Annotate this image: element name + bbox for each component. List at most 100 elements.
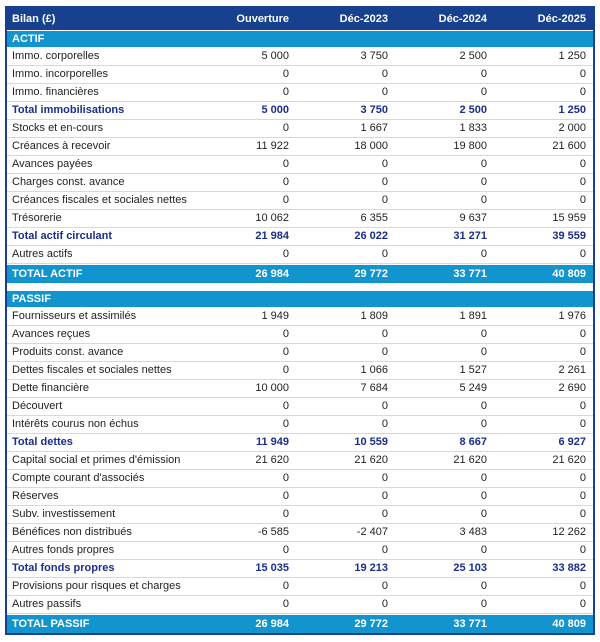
cell-value: 0 xyxy=(381,508,388,520)
table-row: Trésorerie 10 062 6 355 9 637 15 959 xyxy=(7,210,593,228)
cell-value: 0 xyxy=(579,194,586,206)
row-label: Immo. incorporelles xyxy=(12,68,108,80)
cell-value: 0 xyxy=(579,68,586,80)
cell-value: 0 xyxy=(579,508,586,520)
row-label: Avances reçues xyxy=(12,328,91,340)
cell-value: 0 xyxy=(282,68,289,80)
row-label: Autres actifs xyxy=(12,248,73,260)
cell-value: 0 xyxy=(381,68,388,80)
cell-value: 0 xyxy=(381,176,388,188)
table-row: Dette financière 10 000 7 684 5 249 2 690 xyxy=(7,380,593,398)
subtotal-row: Total fonds propres 15 035 19 213 25 103 33 … xyxy=(7,560,593,578)
row-label: Intérêts courus non échus xyxy=(12,418,139,430)
cell-value: 2 500 xyxy=(459,50,487,62)
cell-value: 0 xyxy=(480,580,487,592)
row-label: Provisions pour risques et charges xyxy=(12,580,181,592)
cell-value: 0 xyxy=(480,346,487,358)
table-row: Avances reçues 0 0 0 0 xyxy=(7,326,593,344)
cell-value: 0 xyxy=(480,508,487,520)
cell-value: 0 xyxy=(282,400,289,412)
cell-value: 40 809 xyxy=(552,268,586,280)
cell-value: 8 667 xyxy=(459,436,487,448)
cell-value: 0 xyxy=(282,364,289,376)
cell-value: 0 xyxy=(381,400,388,412)
cell-value: 0 xyxy=(381,472,388,484)
table-row: Autres passifs 0 0 0 0 xyxy=(7,596,593,614)
row-label: Trésorerie xyxy=(12,212,62,224)
table-row: Immo. corporelles 5 000 3 750 2 500 1 250 xyxy=(7,48,593,66)
cell-value: 1 809 xyxy=(360,310,388,322)
column-header-dec-2025: Déc-2025 xyxy=(537,13,586,25)
cell-value: 0 xyxy=(579,418,586,430)
cell-value: 5 249 xyxy=(459,382,487,394)
cell-value: 1 976 xyxy=(558,310,586,322)
table-body: ACTIF Immo. corporelles 5 000 3 750 2 500 1 2… xyxy=(7,30,593,633)
cell-value: 5 000 xyxy=(261,50,289,62)
cell-value: 0 xyxy=(480,194,487,206)
cell-value: 0 xyxy=(282,490,289,502)
cell-value: 0 xyxy=(480,490,487,502)
cell-value: 2 690 xyxy=(558,382,586,394)
cell-value: 21 984 xyxy=(255,230,289,242)
table-row: Découvert 0 0 0 0 xyxy=(7,398,593,416)
cell-value: 0 xyxy=(381,328,388,340)
table-row: Créances à recevoir 11 922 18 000 19 800 21 … xyxy=(7,138,593,156)
table-row: Capital social et primes d'émission 21 62… xyxy=(7,452,593,470)
cell-value: 0 xyxy=(579,490,586,502)
cell-value: 0 xyxy=(282,158,289,170)
subtotal-row: Total immobilisations 5 000 3 750 2 500 1 25… xyxy=(7,102,593,120)
table-row: Dettes fiscales et sociales nettes 0 1 066… xyxy=(7,362,593,380)
cell-value: 33 771 xyxy=(453,268,487,280)
row-label: Compte courant d'associés xyxy=(12,472,145,484)
row-label: Immo. corporelles xyxy=(12,50,100,62)
cell-value: 12 262 xyxy=(552,526,586,538)
table-title: Bilan (£) xyxy=(12,13,56,25)
cell-value: 10 559 xyxy=(354,436,388,448)
cell-value: 11 949 xyxy=(255,436,289,448)
table-row: Provisions pour risques et charges 0 0 0 0 xyxy=(7,578,593,596)
cell-value: 0 xyxy=(381,544,388,556)
cell-value: 0 xyxy=(579,248,586,260)
cell-value: 0 xyxy=(579,400,586,412)
table-row: Autres fonds propres 0 0 0 0 xyxy=(7,542,593,560)
row-label: Réserves xyxy=(12,490,59,502)
cell-value: 0 xyxy=(579,598,586,610)
cell-value: 1 833 xyxy=(459,122,487,134)
table-row: Immo. incorporelles 0 0 0 0 xyxy=(7,66,593,84)
cell-value: 0 xyxy=(480,472,487,484)
cell-value: 26 984 xyxy=(255,618,289,630)
cell-value: 0 xyxy=(282,86,289,98)
cell-value: 1 250 xyxy=(558,104,586,116)
cell-value: 29 772 xyxy=(354,268,388,280)
cell-value: 33 882 xyxy=(552,562,586,574)
cell-value: 0 xyxy=(381,490,388,502)
cell-value: 0 xyxy=(480,68,487,80)
row-label: Capital social et primes d'émission xyxy=(12,454,181,466)
table-row: Autres actifs 0 0 0 0 xyxy=(7,246,593,264)
cell-value: 1 527 xyxy=(459,364,487,376)
cell-value: 0 xyxy=(480,328,487,340)
cell-value: 2 000 xyxy=(558,122,586,134)
cell-value: 0 xyxy=(381,248,388,260)
table-row: Charges const. avance 0 0 0 0 xyxy=(7,174,593,192)
cell-value: 19 213 xyxy=(354,562,388,574)
cell-value: 0 xyxy=(282,346,289,358)
cell-value: 5 000 xyxy=(261,104,289,116)
cell-value: 21 620 xyxy=(552,454,586,466)
cell-value: 21 600 xyxy=(552,140,586,152)
cell-value: 2 500 xyxy=(459,104,487,116)
cell-value: 2 261 xyxy=(558,364,586,376)
row-label: Dettes fiscales et sociales nettes xyxy=(12,364,172,376)
row-label: Créances fiscales et sociales nettes xyxy=(12,194,187,206)
cell-value: 1 250 xyxy=(558,50,586,62)
row-label: Total actif circulant xyxy=(12,230,113,242)
cell-value: 0 xyxy=(381,598,388,610)
cell-value: 21 620 xyxy=(255,454,289,466)
row-label: Autres fonds propres xyxy=(12,544,115,556)
cell-value: 0 xyxy=(579,580,586,592)
cell-value: 0 xyxy=(579,472,586,484)
cell-value: 0 xyxy=(282,544,289,556)
table-row: Stocks et en-cours 0 1 667 1 833 2 000 xyxy=(7,120,593,138)
cell-value: 0 xyxy=(282,508,289,520)
row-label: Charges const. avance xyxy=(12,176,125,188)
